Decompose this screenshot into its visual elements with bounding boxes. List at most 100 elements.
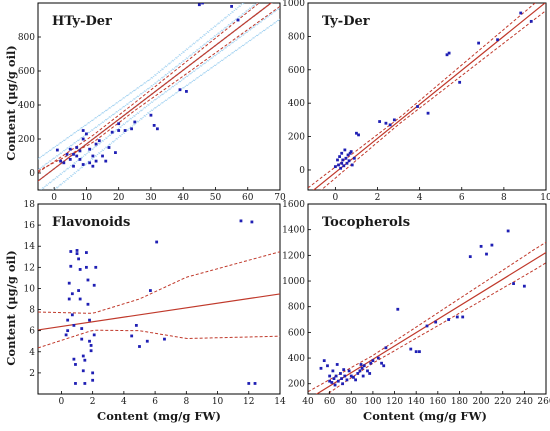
y-tick-label: 12 — [24, 263, 35, 273]
data-point — [88, 340, 91, 343]
data-point — [240, 219, 243, 222]
data-point — [77, 257, 80, 260]
x-tick-label: 40 — [302, 397, 314, 407]
data-point — [74, 382, 77, 385]
data-point — [79, 298, 82, 301]
data-point — [330, 381, 333, 384]
data-point — [512, 282, 515, 285]
data-point — [130, 335, 133, 338]
data-point — [247, 382, 250, 385]
data-point — [85, 251, 88, 254]
y-tick-label: 8 — [29, 306, 35, 316]
data-point — [346, 378, 349, 381]
panel-title: Tocopherols — [322, 215, 410, 230]
data-point — [491, 244, 494, 247]
y-tick-label: 200 — [288, 133, 305, 143]
data-point — [69, 250, 72, 253]
x-tick-label: 6 — [459, 193, 465, 203]
panel-title: Flavonoids — [52, 215, 130, 230]
y-tick-label: 200 — [18, 135, 35, 145]
y-tick-label: 400 — [288, 99, 305, 109]
data-point — [72, 153, 75, 156]
data-point — [79, 268, 82, 271]
y-tick-label: 1600 — [282, 200, 305, 210]
data-point — [198, 3, 201, 6]
x-tick-label: 2 — [375, 193, 381, 203]
data-point — [95, 143, 98, 146]
y-tick-label: 600 — [288, 66, 305, 76]
data-point — [340, 162, 343, 165]
data-point — [340, 377, 343, 380]
x-tick-label: 50 — [210, 193, 222, 203]
data-point — [342, 164, 345, 167]
data-point — [75, 155, 78, 158]
data-point — [393, 118, 396, 121]
data-point — [91, 371, 94, 374]
data-point — [133, 121, 136, 124]
data-point — [66, 153, 69, 156]
data-point — [350, 150, 353, 153]
x-tick-label: 120 — [386, 397, 403, 407]
data-point — [79, 150, 82, 153]
data-point — [250, 221, 253, 224]
data-point — [156, 127, 159, 130]
data-point — [372, 359, 375, 362]
y-tick-label: 1200 — [282, 251, 305, 261]
data-point — [339, 372, 342, 375]
data-point — [91, 379, 94, 382]
data-point — [124, 129, 127, 132]
x-tick-label: 2 — [90, 397, 96, 407]
x-tick-label: 60 — [242, 193, 254, 203]
data-point — [88, 161, 91, 164]
band-hatch — [256, 0, 262, 3]
data-point — [340, 152, 343, 155]
y-tick-label: 4 — [29, 348, 35, 358]
data-point — [496, 38, 499, 41]
data-point — [336, 363, 339, 366]
data-point — [82, 129, 85, 132]
data-point — [93, 333, 96, 336]
data-point — [323, 359, 326, 362]
data-point — [480, 245, 483, 248]
y-tick-label: 600 — [288, 328, 305, 338]
y-tick-label: 800 — [288, 303, 305, 313]
data-point — [83, 359, 86, 362]
y-tick-label: 1000 — [282, 0, 305, 9]
data-point — [342, 368, 345, 371]
data-point — [360, 363, 363, 366]
data-point — [396, 308, 399, 311]
data-point — [80, 338, 83, 341]
x-axis-label-right: Content (mg/g FW) — [363, 409, 487, 423]
x-tick-label: 6 — [152, 397, 158, 407]
y-axis-label-bottom: Content (μg/g oil) — [4, 250, 18, 365]
data-point — [418, 350, 421, 353]
data-point — [91, 155, 94, 158]
data-point — [66, 329, 69, 332]
data-point — [117, 129, 120, 132]
y-tick-label: 0 — [299, 166, 305, 176]
data-point — [354, 378, 357, 381]
x-tick-label: 10 — [81, 193, 93, 203]
data-point — [341, 382, 344, 385]
data-point — [361, 367, 364, 370]
data-point — [98, 139, 101, 142]
data-point — [71, 292, 74, 295]
data-point — [75, 146, 78, 149]
data-point — [82, 138, 85, 141]
data-point — [93, 284, 96, 287]
data-point — [507, 230, 510, 233]
x-tick-label: 4 — [417, 193, 423, 203]
y-tick-label: 1400 — [282, 226, 305, 236]
data-point — [320, 367, 323, 370]
data-point — [69, 148, 72, 151]
data-point — [138, 345, 141, 348]
x-tick-label: 240 — [516, 397, 533, 407]
y-tick-label: 18 — [24, 200, 36, 210]
data-point — [74, 363, 77, 366]
x-tick-label: 40 — [177, 193, 189, 203]
data-point — [461, 316, 464, 319]
data-point — [448, 52, 451, 55]
data-point — [415, 350, 418, 353]
